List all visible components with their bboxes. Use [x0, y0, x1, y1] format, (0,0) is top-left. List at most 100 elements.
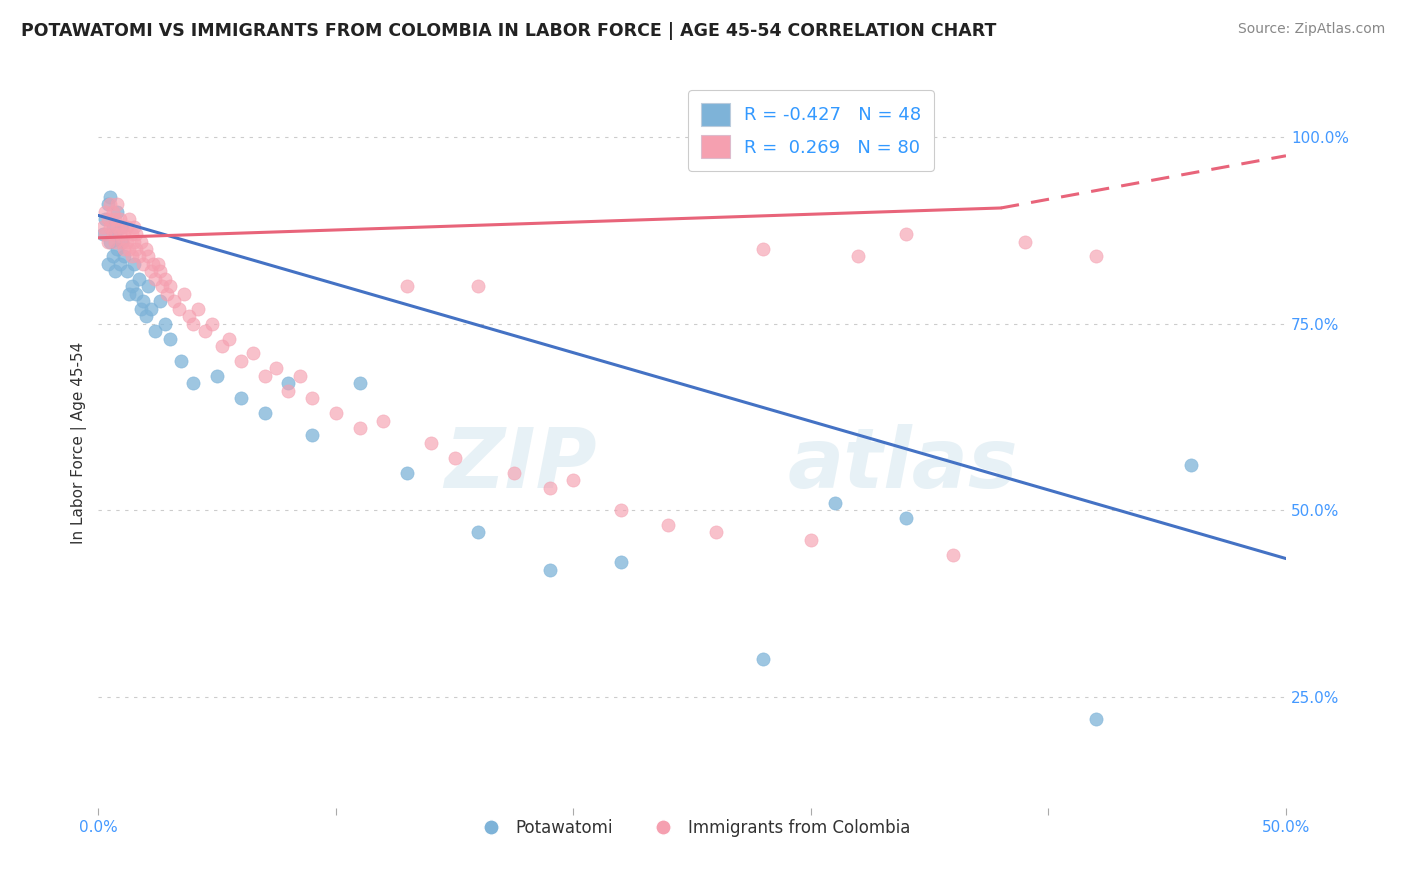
Point	[156, 286, 179, 301]
Point	[153, 317, 176, 331]
Legend: Potawatomi, Immigrants from Colombia: Potawatomi, Immigrants from Colombia	[467, 813, 917, 844]
Point	[211, 339, 233, 353]
Point	[108, 212, 131, 227]
Point	[167, 301, 190, 316]
Point	[139, 264, 162, 278]
Point	[253, 406, 276, 420]
Point	[143, 272, 166, 286]
Point	[183, 376, 205, 391]
Point	[562, 473, 585, 487]
Point	[894, 510, 917, 524]
Point	[97, 197, 120, 211]
Point	[443, 450, 465, 465]
Point	[159, 331, 181, 345]
Point	[98, 190, 121, 204]
Point	[349, 376, 371, 391]
Point	[152, 279, 174, 293]
Point	[610, 503, 633, 517]
Point	[800, 533, 823, 547]
Point	[104, 264, 127, 278]
Point	[101, 219, 124, 234]
Point	[125, 242, 148, 256]
Text: atlas: atlas	[787, 425, 1018, 506]
Point	[538, 563, 561, 577]
Point	[538, 481, 561, 495]
Point	[135, 309, 157, 323]
Point	[105, 197, 128, 211]
Point	[349, 421, 371, 435]
Point	[118, 286, 141, 301]
Point	[98, 197, 121, 211]
Point	[1084, 250, 1107, 264]
Point	[229, 354, 252, 368]
Point	[114, 227, 136, 241]
Point	[115, 264, 138, 278]
Point	[1180, 458, 1202, 473]
Point	[135, 242, 157, 256]
Point	[122, 219, 145, 234]
Point	[104, 235, 127, 249]
Point	[396, 279, 419, 293]
Point	[824, 495, 846, 509]
Point	[101, 204, 124, 219]
Point	[163, 294, 186, 309]
Text: POTAWATOMI VS IMMIGRANTS FROM COLOMBIA IN LABOR FORCE | AGE 45-54 CORRELATION CH: POTAWATOMI VS IMMIGRANTS FROM COLOMBIA I…	[21, 22, 997, 40]
Point	[98, 235, 121, 249]
Point	[108, 227, 131, 241]
Point	[373, 413, 395, 427]
Point	[848, 250, 870, 264]
Point	[105, 242, 128, 256]
Point	[942, 548, 965, 562]
Text: Source: ZipAtlas.com: Source: ZipAtlas.com	[1237, 22, 1385, 37]
Point	[467, 525, 489, 540]
Point	[125, 286, 148, 301]
Point	[111, 219, 134, 234]
Point	[105, 204, 128, 219]
Point	[149, 264, 172, 278]
Point	[132, 294, 155, 309]
Point	[143, 324, 166, 338]
Point	[301, 428, 323, 442]
Point	[657, 518, 679, 533]
Point	[201, 317, 224, 331]
Point	[122, 257, 145, 271]
Y-axis label: In Labor Force | Age 45-54: In Labor Force | Age 45-54	[72, 342, 87, 544]
Point	[97, 257, 120, 271]
Point	[105, 219, 128, 234]
Point	[146, 257, 169, 271]
Point	[396, 466, 419, 480]
Point	[101, 250, 124, 264]
Point	[94, 204, 117, 219]
Point	[121, 250, 143, 264]
Point	[205, 368, 228, 383]
Point	[108, 257, 131, 271]
Point	[149, 294, 172, 309]
Point	[94, 227, 117, 241]
Point	[752, 652, 775, 666]
Point	[104, 227, 127, 241]
Point	[111, 235, 134, 249]
Point	[129, 235, 152, 249]
Point	[153, 272, 176, 286]
Point	[118, 212, 141, 227]
Point	[121, 227, 143, 241]
Point	[704, 525, 727, 540]
Point	[114, 242, 136, 256]
Point	[277, 384, 299, 398]
Point	[136, 279, 159, 293]
Point	[98, 219, 121, 234]
Point	[114, 250, 136, 264]
Point	[121, 279, 143, 293]
Point	[266, 361, 288, 376]
Point	[97, 235, 120, 249]
Point	[242, 346, 264, 360]
Point	[139, 301, 162, 316]
Point	[419, 436, 441, 450]
Point	[97, 212, 120, 227]
Point	[290, 368, 312, 383]
Point	[91, 227, 114, 241]
Point	[194, 324, 217, 338]
Point	[111, 235, 134, 249]
Point	[177, 309, 200, 323]
Point	[277, 376, 299, 391]
